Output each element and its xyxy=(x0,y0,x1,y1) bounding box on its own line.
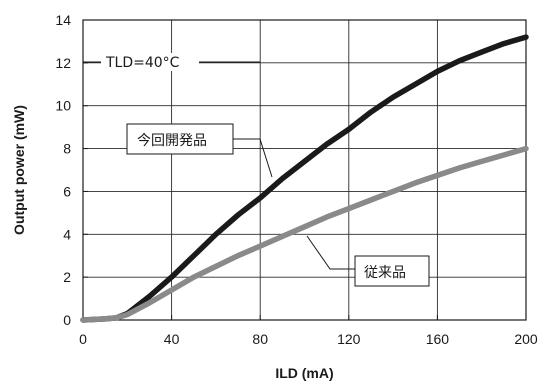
x-tick-label: 40 xyxy=(164,331,180,347)
y-tick-label: 8 xyxy=(63,141,71,157)
x-tick-label: 120 xyxy=(337,331,361,347)
condition-label-bg xyxy=(101,53,199,71)
y-tick-label: 6 xyxy=(63,183,71,199)
y-tick-label: 12 xyxy=(55,55,71,71)
y-tick-label: 4 xyxy=(63,226,71,242)
x-tick-label: 80 xyxy=(252,331,268,347)
x-axis-title: ILD (mA) xyxy=(275,365,333,381)
y-tick-label: 10 xyxy=(55,98,71,114)
x-tick-label: 160 xyxy=(426,331,450,347)
axis-ticks: 0 40 80 120 160 200 0 2 4 6 8 10 12 14 xyxy=(55,12,537,347)
new-product-label-box xyxy=(126,123,234,155)
y-axis-title: Output power (mW) xyxy=(11,105,27,235)
y-tick-label: 0 xyxy=(63,312,71,328)
data-series xyxy=(80,34,529,323)
old-product-leader-line xyxy=(306,235,355,270)
y-tick-label: 2 xyxy=(63,269,71,285)
y-tick-label: 14 xyxy=(55,12,71,28)
x-tick-label: 200 xyxy=(514,331,538,347)
condition-label: TLD=40°C xyxy=(105,55,180,71)
old-product-label: 従来品 xyxy=(364,265,406,281)
new-product-label: 今回開発品 xyxy=(137,133,207,149)
plot-frame xyxy=(82,19,527,321)
old-product-label-box xyxy=(354,255,430,287)
new-product-leader-line xyxy=(233,138,273,178)
x-tick-label: 0 xyxy=(79,331,87,347)
annotations: TLD=40°C 今回開発品 従来品 xyxy=(83,53,430,287)
series-line-new-product xyxy=(80,34,529,323)
series-line-old-product xyxy=(80,145,529,323)
